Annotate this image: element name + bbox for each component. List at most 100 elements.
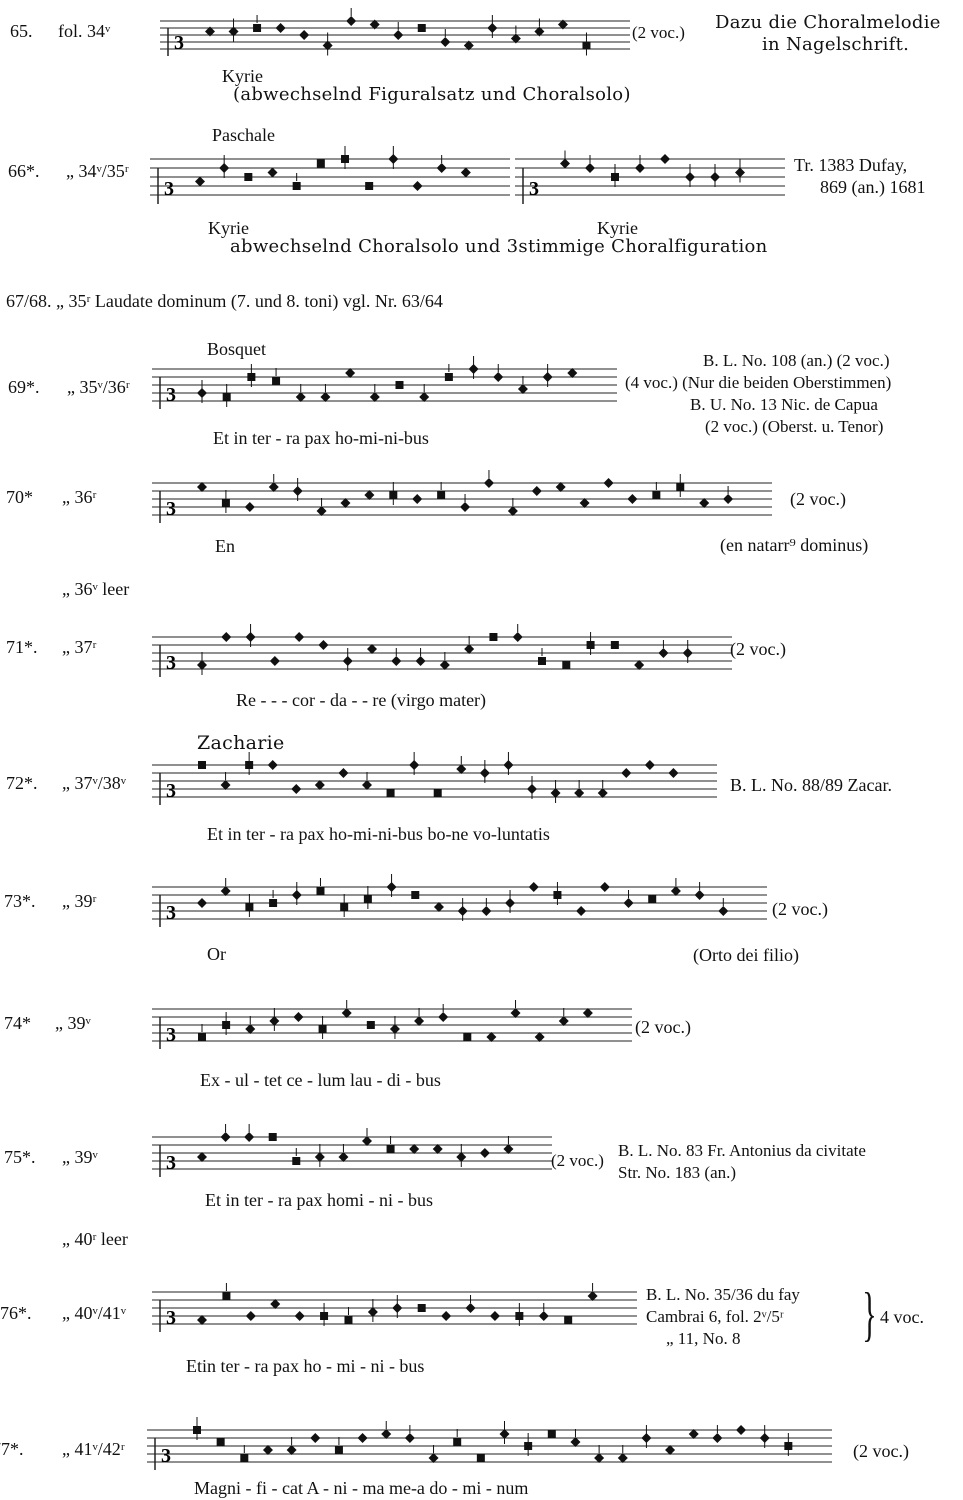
remark-line: Tr. 1383 Dufay,: [794, 155, 908, 175]
minima-note: [318, 640, 329, 650]
voices: 4 voc.: [880, 1307, 924, 1327]
staff-graphic: 3: [152, 752, 717, 805]
staff-graphic: 3: [515, 150, 785, 204]
minima-note: [660, 154, 670, 164]
breve-note: [444, 373, 453, 381]
minima-note: [205, 26, 215, 37]
minima-note: [503, 1144, 514, 1154]
minima-note: [623, 898, 634, 908]
mensuration-sign: 3: [166, 1024, 176, 1046]
music-staff-2: 3: [515, 146, 785, 216]
breve-note: [648, 895, 657, 903]
folio: „ 39ᵛ: [55, 1013, 91, 1033]
minima-note: [460, 167, 471, 178]
minima-note: [479, 1148, 490, 1158]
folio: „ 37ʳ: [62, 637, 97, 657]
music-staff: 3: [152, 624, 732, 686]
minima-note: [439, 660, 450, 670]
lyrics: Magni - fi - cat A - ni - ma me-a do - m…: [194, 1478, 529, 1498]
mensuration-sign: 3: [161, 1445, 171, 1467]
minima-note: [512, 632, 523, 642]
minima-note: [412, 494, 423, 504]
minima-note: [295, 392, 306, 402]
minima-note: [197, 1315, 207, 1325]
minima-note: [346, 16, 357, 26]
minima-note: [464, 644, 475, 654]
minima-note: [635, 163, 645, 173]
minima-note: [557, 19, 568, 30]
music-staff: 3: [152, 1280, 637, 1345]
minima-note: [465, 1303, 476, 1313]
remark-line: B. L. No. 83 Fr. Antonius da civitate: [618, 1141, 866, 1160]
remark-line: Dazu die Choralmelodie: [715, 12, 941, 33]
remark-line: (4 voc.) (Nur die beiden Oberstimmen): [625, 373, 892, 392]
minima-note: [316, 506, 327, 516]
minima-note: [245, 1311, 256, 1321]
breve-note: [334, 1446, 343, 1454]
minima-note: [481, 906, 492, 916]
entry-number: 75*.: [4, 1147, 36, 1167]
minima-note: [310, 1433, 321, 1443]
minima-note: [362, 1136, 372, 1146]
brace: }: [862, 1281, 877, 1347]
mensuration-sign: 3: [164, 178, 174, 200]
mensuration-sign: 3: [166, 498, 176, 520]
minima-note: [560, 158, 570, 169]
minima-note: [244, 502, 255, 512]
minima-note: [440, 37, 451, 47]
remark-line: Str. No. 183 (an.): [618, 1163, 737, 1182]
minima-note: [391, 656, 402, 666]
minima-note: [531, 486, 542, 496]
breve-note: [253, 24, 262, 32]
minima-note: [433, 902, 444, 912]
mensuration-sign: 3: [166, 902, 176, 924]
entry-67-68: 67/68. „ 35ʳ Laudate dominum (7. und 8. …: [0, 288, 963, 318]
breve-note: [316, 159, 325, 168]
lyrics: En: [215, 536, 235, 556]
breve-note: [437, 491, 446, 499]
minima-note: [567, 368, 578, 378]
breve-note: [292, 182, 301, 190]
breve-note: [216, 1438, 225, 1446]
breve-note: [344, 1316, 353, 1324]
lyrics: Kyrie: [597, 218, 638, 238]
minima-note: [489, 1311, 500, 1321]
minima-note: [357, 1433, 368, 1443]
minima-note: [670, 886, 681, 896]
mensuration-sign: 3: [529, 178, 539, 200]
minima-note: [665, 1445, 676, 1455]
minima-note: [699, 498, 710, 508]
minima-note: [736, 1425, 747, 1435]
voices: (2 voc.): [551, 1151, 604, 1170]
minima-note: [438, 1012, 449, 1022]
label-above: Zacharie: [197, 732, 285, 754]
minima-note: [294, 632, 305, 642]
remark-line: Cambrai 6, fol. 2ᵛ/5ʳ: [646, 1307, 784, 1326]
staff-graphic: 3: [152, 1000, 632, 1049]
breve-note: [268, 1133, 277, 1141]
minima-note: [718, 906, 729, 916]
minima-note: [441, 1311, 452, 1321]
minima-note: [585, 163, 595, 173]
minima-note: [644, 760, 655, 770]
minima-note: [528, 882, 539, 892]
remark-line: B. L. No. 35/36 du fay: [646, 1285, 800, 1304]
breve-note: [272, 377, 281, 385]
music-staff: 3: [160, 8, 630, 62]
minima-note: [507, 506, 518, 516]
minima-note: [621, 768, 632, 778]
label-above: Bosquet: [207, 339, 267, 359]
staff-graphic: 3: [152, 624, 732, 677]
minima-note: [486, 1032, 497, 1042]
minima-note: [364, 490, 375, 500]
entry-76: 76*. „ 40ᵛ/41ᵛ 3 B. L. No. 35/36 du fay …: [0, 1270, 963, 1380]
remark-line: (Orto dei filio): [693, 945, 799, 965]
minima-note: [534, 1032, 545, 1042]
breve-note: [366, 1021, 375, 1029]
mensuration-sign: 3: [166, 780, 176, 802]
mensuration-sign: 3: [166, 1152, 176, 1174]
staff-graphic: 3: [152, 874, 767, 927]
voices: (2 voc.): [790, 489, 846, 509]
breve-note: [198, 761, 206, 769]
minima-note: [340, 498, 351, 508]
